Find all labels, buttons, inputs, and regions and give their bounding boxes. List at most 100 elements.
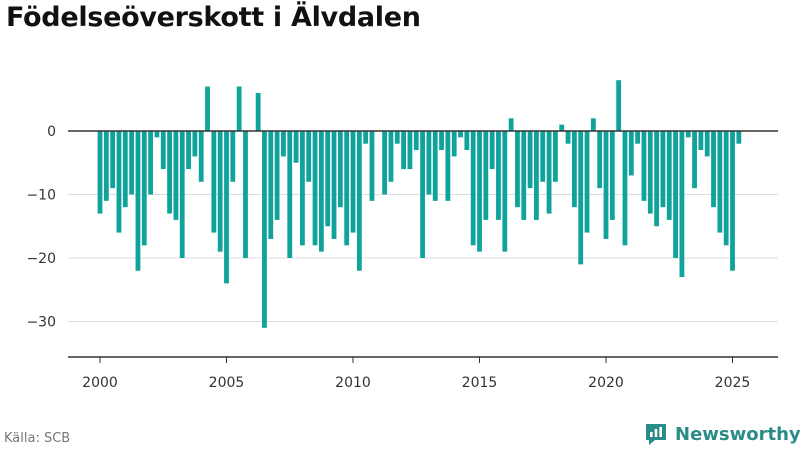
bar	[597, 131, 603, 189]
bar	[730, 131, 735, 271]
bar	[236, 86, 242, 131]
bar	[553, 131, 558, 182]
bar	[565, 131, 571, 144]
bar	[439, 131, 444, 151]
bar	[515, 131, 520, 208]
bar	[148, 131, 154, 195]
bar	[584, 131, 590, 233]
bar	[451, 131, 457, 157]
bar	[711, 131, 716, 208]
bar	[198, 131, 204, 182]
bar	[698, 131, 704, 151]
bar	[160, 131, 166, 170]
bar	[173, 131, 179, 220]
bar	[262, 131, 267, 328]
bar	[243, 131, 248, 258]
bar	[534, 131, 539, 220]
bar	[420, 131, 425, 258]
newsworthy-icon	[646, 424, 666, 445]
bar	[628, 131, 634, 176]
brand-logo[interactable]: Newsworthy	[643, 420, 800, 448]
bar	[540, 131, 546, 182]
bar	[432, 131, 438, 201]
bar	[394, 131, 400, 144]
bar	[527, 131, 533, 189]
bar	[616, 80, 622, 131]
bar	[255, 92, 261, 131]
bar	[274, 131, 280, 220]
bar	[717, 131, 723, 233]
bar	[337, 131, 343, 208]
bar	[654, 131, 660, 227]
bar	[413, 131, 419, 151]
bar	[641, 131, 647, 201]
bar	[230, 131, 236, 182]
y-tick-label: 0	[47, 124, 56, 140]
chart-title: Födelseöverskott i Älvdalen	[6, 2, 421, 33]
bar	[369, 131, 375, 201]
bar	[300, 131, 305, 246]
bar	[135, 131, 141, 271]
bar	[129, 131, 135, 195]
bar	[559, 124, 565, 131]
bar	[312, 131, 318, 246]
source-label: Källa: SCB	[4, 431, 71, 446]
bar	[666, 131, 672, 220]
bar	[679, 131, 685, 278]
x-tick-label: 2015	[462, 375, 498, 391]
bar	[167, 131, 172, 214]
bar	[306, 131, 312, 182]
bar	[546, 131, 552, 214]
bar	[192, 131, 198, 157]
bar	[382, 131, 388, 195]
bar	[281, 131, 286, 157]
x-tick-label: 2005	[209, 375, 245, 391]
x-tick-label: 2010	[335, 375, 371, 391]
x-tick-label: 2000	[82, 375, 118, 391]
bar	[293, 131, 299, 163]
bar	[356, 131, 362, 271]
bar	[268, 131, 274, 239]
bar	[483, 131, 489, 220]
bar	[477, 131, 482, 252]
bar-chart: 0 −10 −20 −30 2000 2005 2010 2015 2020 2025	[26, 80, 778, 391]
bar	[445, 131, 451, 201]
bar	[407, 131, 413, 170]
bar	[578, 131, 584, 265]
bar	[110, 131, 116, 189]
y-tick-label: −10	[26, 188, 56, 204]
bar	[685, 131, 691, 138]
bar	[496, 131, 501, 220]
bar	[287, 131, 293, 258]
bar	[458, 131, 463, 138]
x-axis-ticks: 2000 2005 2010 2015 2020 2025	[82, 357, 750, 391]
bar	[508, 118, 514, 131]
bar	[521, 131, 527, 220]
y-axis-ticks: 0 −10 −20 −30	[26, 124, 56, 331]
bar	[736, 131, 742, 144]
bar	[635, 131, 641, 144]
x-tick-label: 2025	[715, 375, 751, 391]
bar	[464, 131, 470, 151]
bar	[603, 131, 609, 239]
bar	[103, 131, 109, 201]
bar	[571, 131, 577, 208]
bar	[154, 131, 160, 138]
bar	[363, 131, 369, 144]
bar	[325, 131, 331, 227]
bar	[489, 131, 495, 170]
y-tick-label: −20	[26, 251, 56, 267]
bar	[470, 131, 476, 246]
bar	[318, 131, 324, 252]
bar	[704, 131, 710, 157]
bar	[723, 131, 729, 246]
bar	[660, 131, 666, 208]
bar	[350, 131, 356, 233]
bar	[186, 131, 191, 170]
bar	[388, 131, 394, 182]
y-tick-label: −30	[26, 315, 56, 331]
bar	[224, 131, 229, 284]
bar	[211, 131, 217, 233]
bar	[502, 131, 508, 252]
bar	[401, 131, 407, 170]
